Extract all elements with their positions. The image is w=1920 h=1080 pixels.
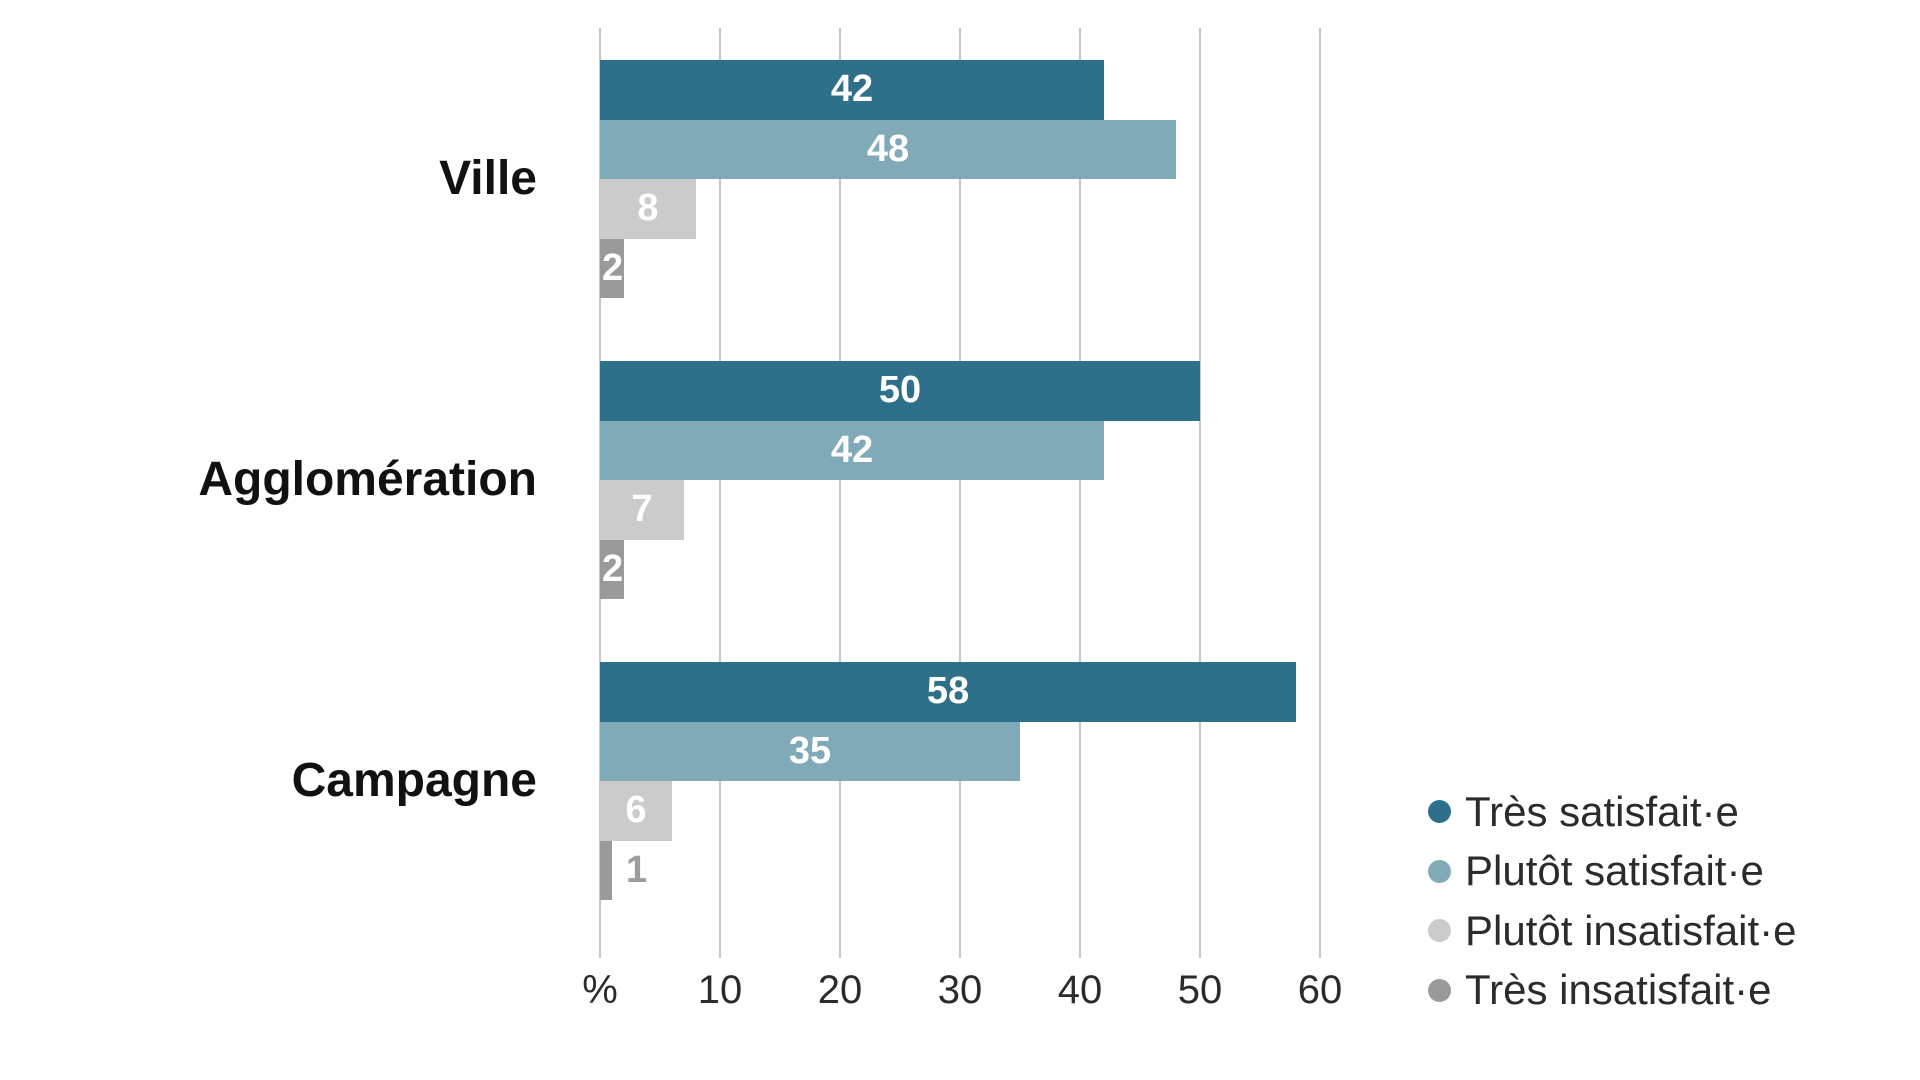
gridline: [1199, 28, 1201, 958]
x-tick-label: 60: [1297, 968, 1343, 1012]
bar: 8: [600, 179, 696, 239]
legend-label: Plutôt satisfait·e: [1465, 847, 1764, 895]
legend: Très satisfait·e Plutôt satisfait·e Plutôt…: [1428, 782, 1797, 1020]
bar-value-label: 7: [631, 488, 653, 530]
x-tick-label: %: [582, 968, 618, 1012]
bar: 2: [600, 539, 624, 599]
bar: 48: [600, 119, 1176, 179]
bar-value-label: 42: [830, 428, 874, 471]
x-tick-label: 20: [817, 968, 863, 1012]
bar: 1: [600, 840, 647, 900]
legend-dot-icon: [1428, 978, 1451, 1002]
bar: 42: [600, 60, 1104, 120]
legend-item: Plutôt satisfait·e: [1428, 842, 1797, 902]
bar: 6: [600, 781, 672, 841]
gridline: [1079, 28, 1081, 958]
legend-dot-icon: [1428, 800, 1451, 824]
gridline: [839, 28, 841, 958]
gridline: [959, 28, 961, 958]
legend-item: Très insatisfait·e: [1428, 961, 1797, 1021]
category-label: Ville: [439, 152, 537, 205]
bar-value-label: 8: [637, 187, 659, 229]
bar-value-label: 1: [626, 848, 648, 891]
bar-value-label: 50: [878, 369, 922, 411]
bar: 2: [600, 238, 624, 298]
bar: 7: [600, 480, 684, 540]
legend-item: Plutôt insatisfait·e: [1428, 901, 1797, 961]
bar-value-label: 42: [830, 68, 874, 110]
x-tick-label: 40: [1057, 968, 1103, 1012]
category-label: Campagne: [291, 754, 537, 807]
bar-value-label: 35: [788, 729, 832, 772]
bar: 35: [600, 721, 1020, 781]
legend-label: Plutôt insatisfait·e: [1465, 906, 1797, 954]
legend-label: Très insatisfait·e: [1465, 966, 1772, 1014]
bar: 58: [600, 662, 1296, 722]
category-label: Agglomération: [198, 453, 537, 506]
legend-dot-icon: [1428, 919, 1451, 943]
bar-value-label: 2: [602, 547, 624, 590]
legend-label: Très satisfait·e: [1465, 787, 1739, 835]
gridline: [719, 28, 721, 958]
x-tick-label: 30: [937, 968, 983, 1012]
bar: 42: [600, 420, 1104, 480]
bar-value-label: 2: [602, 246, 624, 289]
gridline: [1319, 28, 1321, 958]
x-tick-label: 50: [1177, 968, 1223, 1012]
bar: 50: [600, 361, 1200, 421]
legend-dot-icon: [1428, 859, 1451, 883]
legend-item: Très satisfait·e: [1428, 782, 1797, 842]
x-tick-label: 10: [697, 968, 743, 1012]
bar-value-label: 48: [866, 127, 910, 170]
bar-value-label: 6: [625, 789, 647, 831]
bar-value-label: 58: [926, 670, 970, 712]
